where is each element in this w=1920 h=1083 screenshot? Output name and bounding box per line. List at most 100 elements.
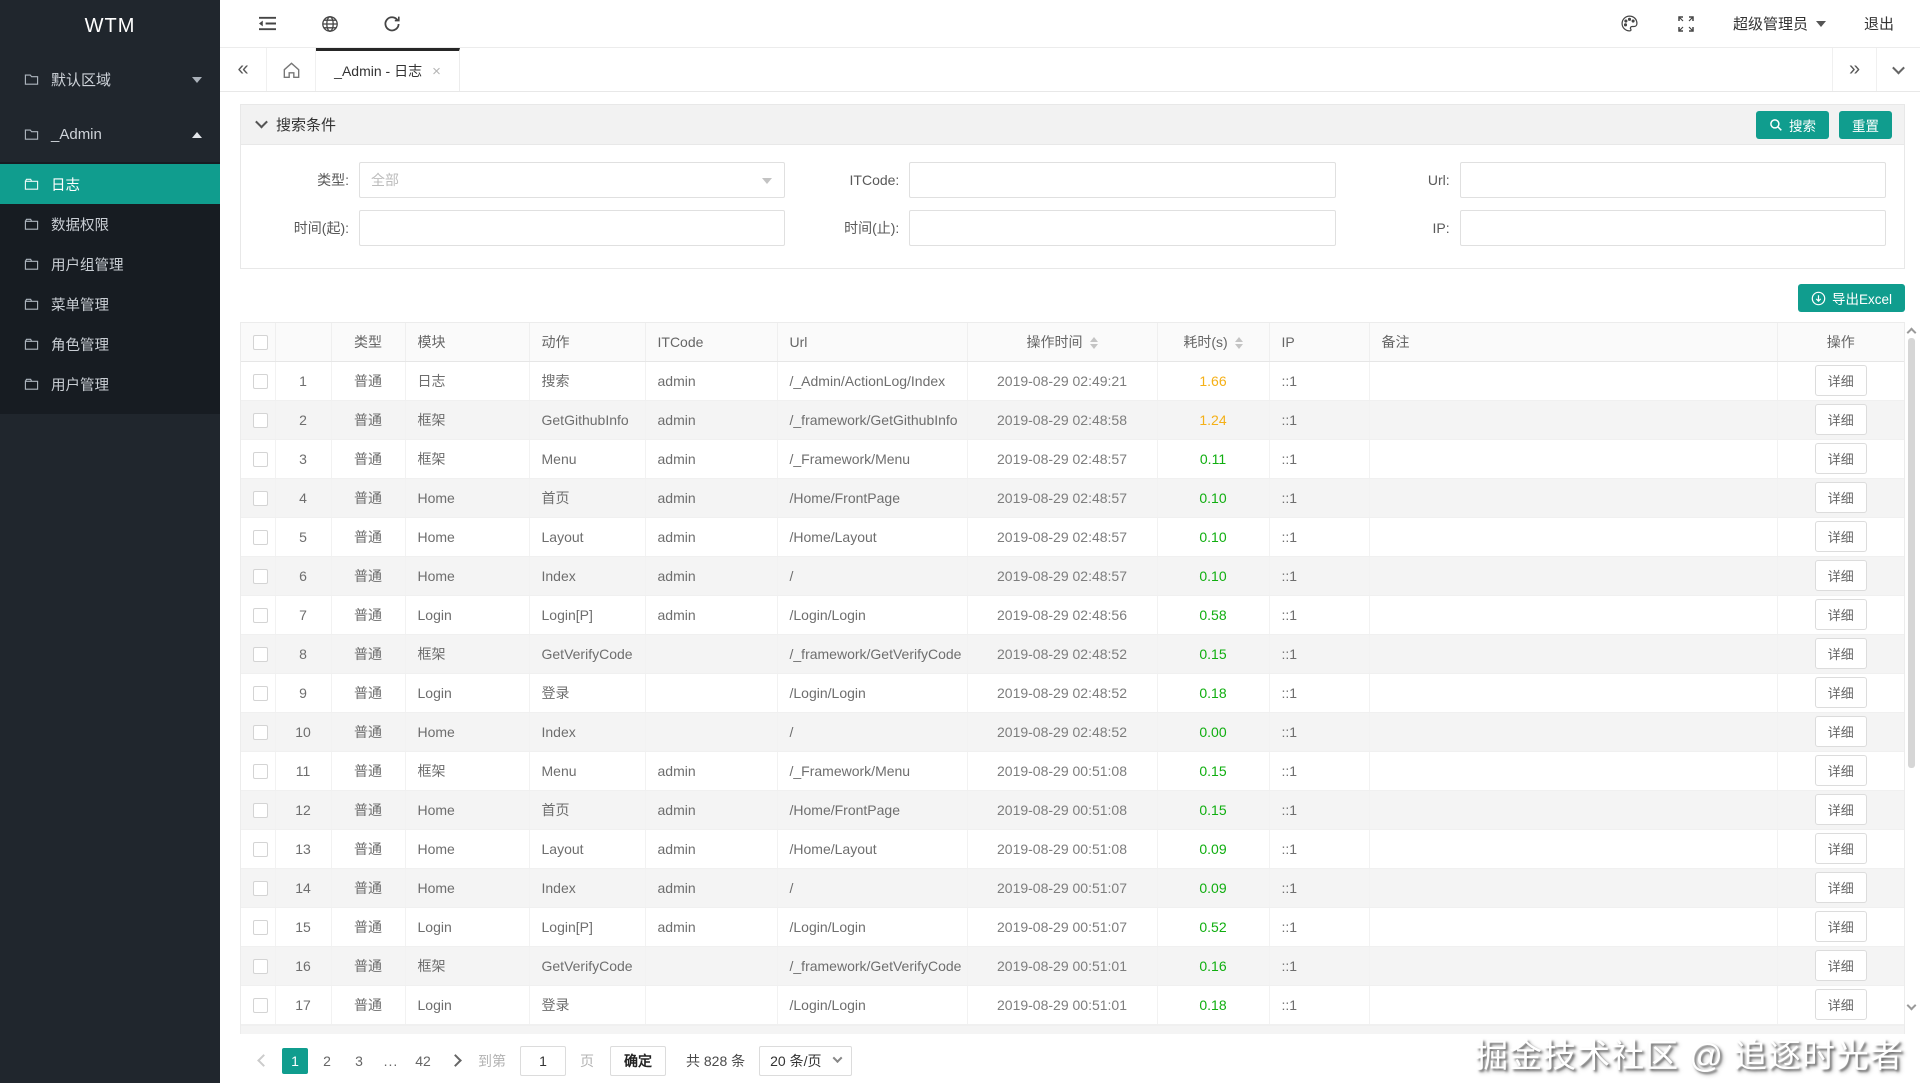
cell-time: 2019-08-29 02:48:57 xyxy=(967,439,1158,479)
refresh-icon[interactable] xyxy=(383,15,401,33)
cell-time: 2019-08-29 02:48:56 xyxy=(967,595,1158,635)
row-checkbox[interactable] xyxy=(253,880,268,896)
cell-action: 首页 xyxy=(529,478,646,518)
detail-button[interactable]: 详细 xyxy=(1814,716,1867,747)
cell-time: 2019-08-29 00:51:01 xyxy=(967,946,1158,986)
row-checkbox[interactable] xyxy=(253,919,268,935)
prev-page-icon[interactable] xyxy=(250,1048,276,1074)
sidebar-item-user-manage[interactable]: 用户管理 xyxy=(0,364,220,404)
page-button-3[interactable]: 3 xyxy=(355,1052,363,1069)
detail-button[interactable]: 详细 xyxy=(1814,677,1867,708)
page-size-select[interactable]: 20 条/页 xyxy=(759,1045,852,1076)
row-checkbox[interactable] xyxy=(253,724,268,740)
scroll-up-icon[interactable] xyxy=(1906,327,1916,338)
itcode-input[interactable] xyxy=(921,163,1324,197)
sidebar-item-role-manage[interactable]: 角色管理 xyxy=(0,324,220,364)
reset-button[interactable]: 重置 xyxy=(1839,111,1892,139)
url-input[interactable] xyxy=(1471,163,1874,197)
table-scrollbar[interactable] xyxy=(1905,325,1917,1037)
detail-button[interactable]: 详细 xyxy=(1814,521,1867,552)
select-all-checkbox[interactable] xyxy=(253,335,268,351)
goto-page-input[interactable] xyxy=(520,1045,566,1076)
row-index: 4 xyxy=(275,478,332,518)
row-checkbox[interactable] xyxy=(253,685,268,701)
home-tab-icon[interactable] xyxy=(266,48,316,91)
cell-url: /_framework/GetVerifyCode xyxy=(777,634,968,674)
scroll-down-icon[interactable] xyxy=(1906,1000,1916,1011)
row-checkbox[interactable] xyxy=(253,490,268,506)
detail-button[interactable]: 详细 xyxy=(1814,482,1867,513)
tabs-scroll-left-icon[interactable]: « xyxy=(237,58,249,80)
tabs-menu-icon[interactable] xyxy=(1876,48,1920,91)
search-panel-header[interactable]: 搜索条件 搜索 重置 xyxy=(241,105,1904,145)
tab-admin-log[interactable]: _Admin - 日志 × xyxy=(316,48,460,91)
total-count: 共 828 条 xyxy=(686,1052,746,1069)
export-excel-button[interactable]: 导出Excel xyxy=(1797,284,1905,312)
page-button-42[interactable]: 42 xyxy=(415,1052,431,1069)
sidebar-item-user-group[interactable]: 用户组管理 xyxy=(0,244,220,284)
detail-button[interactable]: 详细 xyxy=(1814,599,1867,630)
detail-button[interactable]: 详细 xyxy=(1814,872,1867,903)
sidebar-item-menu-manage[interactable]: 菜单管理 xyxy=(0,284,220,324)
cell-duration: 0.10 xyxy=(1157,556,1270,596)
detail-button[interactable]: 详细 xyxy=(1814,404,1867,435)
cell-action: Index xyxy=(529,556,646,596)
sidebar-item-data-privilege[interactable]: 数据权限 xyxy=(0,204,220,244)
tabs-scroll-right-icon[interactable]: » xyxy=(1832,48,1876,91)
time-to-input[interactable] xyxy=(921,211,1324,245)
fullscreen-icon[interactable] xyxy=(1677,15,1695,33)
row-index: 9 xyxy=(275,673,332,713)
row-checkbox[interactable] xyxy=(253,997,268,1013)
site-globe-icon[interactable] xyxy=(321,15,339,33)
detail-button[interactable]: 详细 xyxy=(1814,560,1867,591)
cell-remark xyxy=(1369,400,1778,440)
column-header[interactable]: 耗时(s) xyxy=(1157,323,1270,362)
row-checkbox[interactable] xyxy=(253,763,268,779)
sort-icon[interactable] xyxy=(1234,337,1243,350)
detail-button[interactable]: 详细 xyxy=(1814,443,1867,474)
logout-button[interactable]: 退出 xyxy=(1863,16,1894,33)
detail-button[interactable]: 详细 xyxy=(1814,989,1867,1020)
column-header[interactable]: 操作时间 xyxy=(967,323,1158,362)
row-checkbox[interactable] xyxy=(253,958,268,974)
sort-icon[interactable] xyxy=(1089,337,1098,350)
user-menu[interactable]: 超级管理员 xyxy=(1733,13,1826,34)
detail-button[interactable]: 详细 xyxy=(1814,755,1867,786)
search-button[interactable]: 搜索 xyxy=(1756,111,1829,139)
ip-input[interactable] xyxy=(1471,211,1874,245)
theme-palette-icon[interactable] xyxy=(1620,14,1639,33)
detail-button[interactable]: 详细 xyxy=(1814,638,1867,669)
cell-module: 框架 xyxy=(405,751,530,791)
row-checkbox[interactable] xyxy=(253,451,268,467)
detail-button[interactable]: 详细 xyxy=(1814,950,1867,981)
row-checkbox[interactable] xyxy=(253,607,268,623)
cell-time: 2019-08-29 00:51:08 xyxy=(967,829,1158,869)
tab-close-icon[interactable]: × xyxy=(432,62,441,80)
detail-button[interactable]: 详细 xyxy=(1814,794,1867,825)
row-checkbox[interactable] xyxy=(253,373,268,389)
row-checkbox[interactable] xyxy=(253,841,268,857)
menu-collapse-icon[interactable] xyxy=(258,15,277,32)
cell-type: 普通 xyxy=(331,751,406,791)
detail-button[interactable]: 详细 xyxy=(1814,833,1867,864)
row-checkbox[interactable] xyxy=(253,568,268,584)
page-button-1[interactable]: 1 xyxy=(282,1047,308,1074)
row-checkbox[interactable] xyxy=(253,802,268,818)
cell-duration: 0.00 xyxy=(1157,712,1270,752)
detail-button[interactable]: 详细 xyxy=(1814,911,1867,942)
detail-button[interactable]: 详细 xyxy=(1814,365,1867,396)
next-page-icon[interactable] xyxy=(442,1048,468,1074)
sidebar-item-default-area[interactable]: 默认区域 xyxy=(0,52,220,107)
page-button-2[interactable]: 2 xyxy=(323,1052,331,1069)
row-checkbox[interactable] xyxy=(253,412,268,428)
scrollbar-thumb[interactable] xyxy=(1907,338,1915,768)
row-checkbox[interactable] xyxy=(253,529,268,545)
type-select[interactable]: 全部 xyxy=(359,162,786,198)
time-from-input[interactable] xyxy=(371,211,774,245)
sidebar-item-admin[interactable]: _Admin xyxy=(0,107,220,162)
cell-ip: ::1 xyxy=(1269,946,1370,986)
goto-confirm-button[interactable]: 确定 xyxy=(610,1045,666,1076)
table-row: 7 普通 Login Login[P] admin/Login/Login 2019-08… xyxy=(241,595,1904,635)
row-checkbox[interactable] xyxy=(253,646,268,662)
sidebar-item-log[interactable]: 日志 xyxy=(0,164,220,204)
